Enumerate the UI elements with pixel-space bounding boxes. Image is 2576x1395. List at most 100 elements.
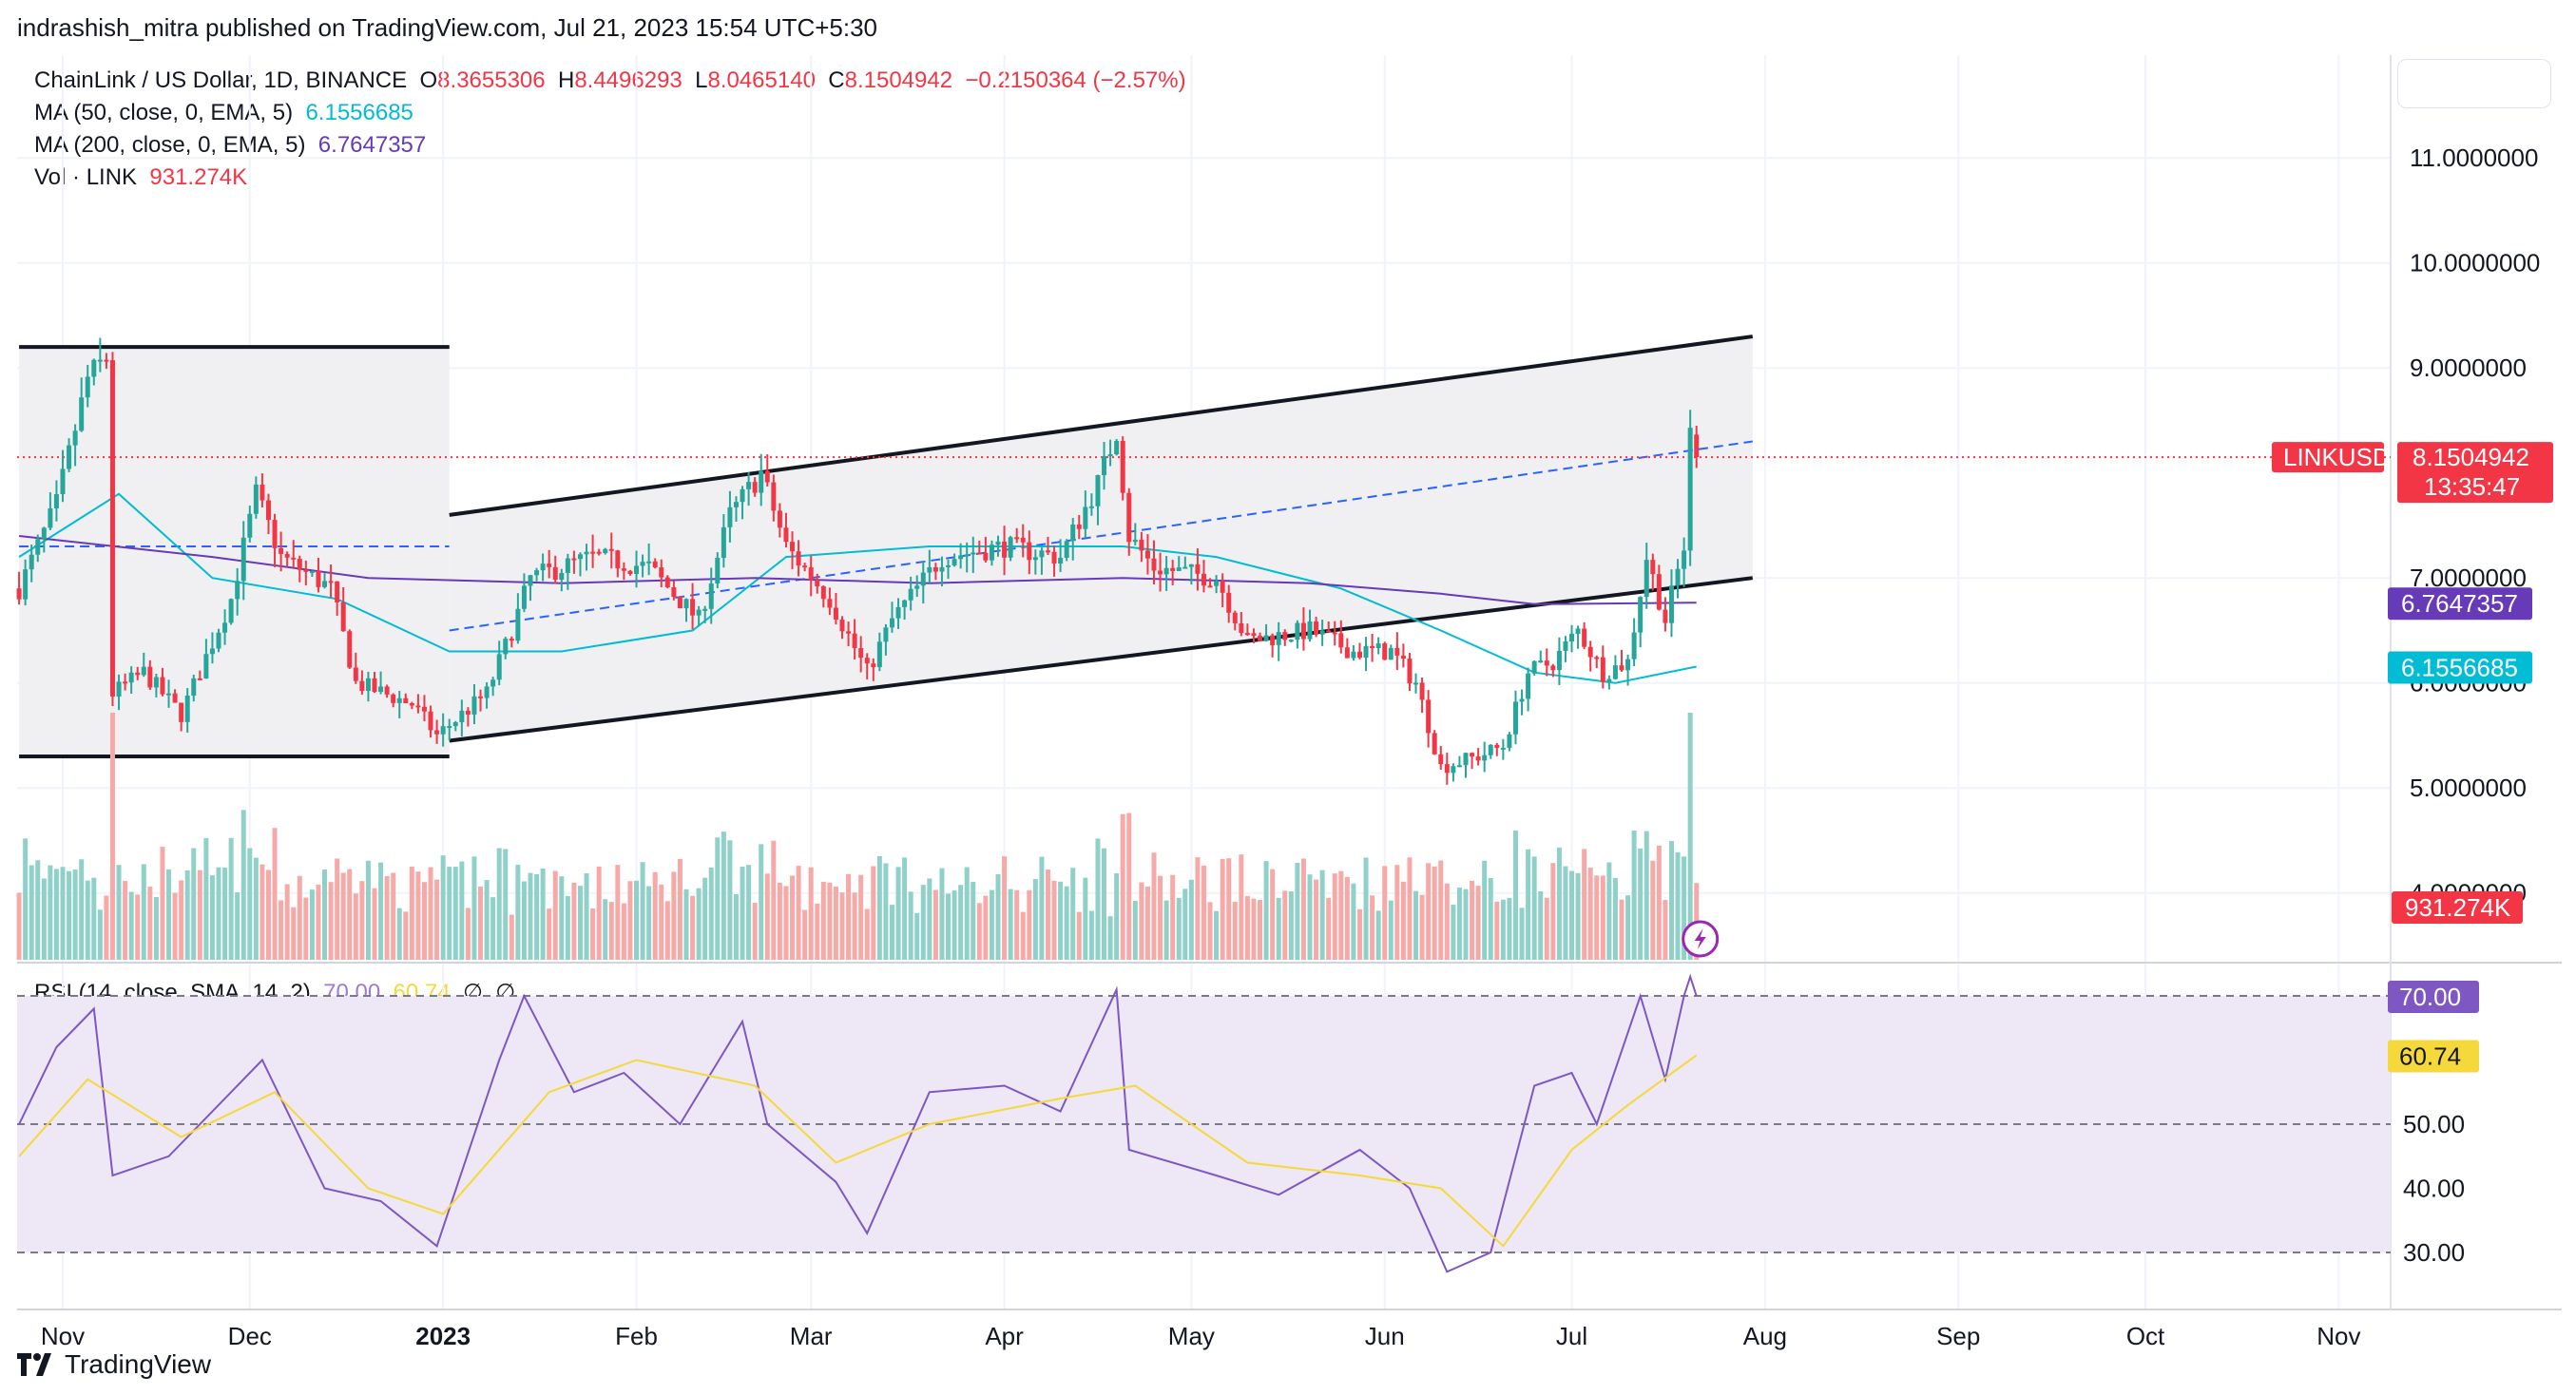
- candle-body: [1432, 733, 1437, 755]
- candle-body: [577, 554, 583, 560]
- rsi-tick-label: 30.00: [2403, 1238, 2465, 1267]
- rsi-tick-label: 50.00: [2403, 1110, 2465, 1138]
- volume-bar: [1407, 857, 1413, 960]
- candle-body: [1319, 630, 1325, 635]
- candle-body: [858, 648, 864, 659]
- price-tick-label: 9.0000000: [2410, 354, 2527, 382]
- candle-body: [571, 558, 577, 561]
- low-label: L: [695, 67, 708, 93]
- volume-bar: [340, 872, 346, 960]
- ma50-badge-bg: [2388, 651, 2532, 684]
- range-box: [19, 347, 450, 757]
- volume-bar: [764, 873, 770, 960]
- candle-body: [1064, 541, 1069, 558]
- volume-bar: [815, 903, 820, 960]
- volume-bar: [902, 857, 908, 960]
- volume-bar: [1076, 911, 1082, 960]
- rsi-sma-badge-text: 60.74: [2399, 1042, 2461, 1071]
- candle-body: [484, 686, 490, 698]
- candle-body: [1170, 567, 1176, 571]
- volume-bar: [1226, 858, 1232, 960]
- symbol-description[interactable]: ChainLink / US Dollar, 1D, BINANCE: [34, 67, 408, 93]
- chart-settings-box[interactable]: [2397, 59, 2551, 108]
- candle-body: [902, 600, 908, 607]
- candle-body: [1188, 564, 1194, 567]
- candle-body: [615, 550, 621, 569]
- volume-bar: [459, 861, 465, 960]
- rsi-tick-label: 40.00: [2403, 1175, 2465, 1203]
- volume-bar: [153, 896, 159, 960]
- candle-body: [1163, 567, 1169, 575]
- candle-body: [1388, 647, 1394, 660]
- candle-body: [634, 565, 640, 574]
- brand-name: TradingView: [65, 1349, 212, 1379]
- time-tick-label: Jun: [1365, 1322, 1405, 1350]
- channel-fill: [449, 336, 1753, 741]
- volume-bar: [1151, 852, 1157, 960]
- ma200-label[interactable]: MA (200, close, 0, EMA, 5): [34, 132, 306, 158]
- candle-body: [1587, 646, 1593, 658]
- last-price-badge-text: 13:35:47: [2424, 472, 2520, 501]
- candle-body: [584, 551, 589, 555]
- candle-body: [1363, 645, 1369, 659]
- volume-bar: [372, 888, 377, 960]
- volume-bar: [1332, 873, 1337, 960]
- candle-body: [228, 599, 234, 623]
- candle-body: [627, 570, 633, 574]
- candle-body: [1232, 612, 1238, 624]
- volume-bar: [833, 886, 838, 960]
- ma200-row: MA (200, close, 0, EMA, 5) 6.7647357: [34, 129, 1186, 162]
- candle-body: [203, 654, 209, 679]
- candle-body: [1370, 645, 1375, 649]
- volume-bar: [1207, 902, 1213, 960]
- candle-body: [1008, 537, 1013, 558]
- volume-bar: [359, 881, 365, 960]
- ma200-badge-bg: [2388, 587, 2532, 621]
- close-value: 8.1504942: [844, 67, 953, 93]
- candle-body: [1512, 701, 1518, 735]
- time-tick-label: Nov: [2316, 1322, 2360, 1350]
- volume-bar: [1438, 860, 1444, 960]
- candle-body: [1463, 753, 1469, 766]
- volume-bar: [1519, 908, 1525, 960]
- candle-body: [783, 527, 789, 543]
- candle-body: [1239, 623, 1244, 634]
- time-tick-label: Mar: [790, 1322, 833, 1350]
- rsi-pane: [17, 973, 2391, 1273]
- volume-bar: [1083, 877, 1088, 960]
- candle-body: [1438, 754, 1444, 765]
- volume-bar: [1126, 812, 1132, 960]
- volume-bar: [197, 869, 202, 960]
- volume-bar: [309, 889, 315, 960]
- volume-bar: [1014, 889, 1020, 960]
- candle-body: [365, 678, 371, 692]
- volume-label[interactable]: Vol · LINK: [34, 164, 138, 190]
- candles: [16, 337, 1700, 785]
- alert-lightning-icon[interactable]: [1682, 920, 1720, 958]
- candle-body: [752, 482, 758, 493]
- candle-body: [378, 686, 384, 693]
- price-tick-label: 11.0000000: [2410, 143, 2538, 172]
- rsi-badge-text: 70.00: [2399, 983, 2461, 1011]
- volume-bar: [303, 897, 309, 960]
- candle-body: [160, 677, 165, 695]
- volume-bar: [852, 892, 857, 960]
- candle-body: [515, 608, 521, 641]
- volume-bar: [1382, 866, 1388, 960]
- candle-body: [1158, 570, 1163, 575]
- candle-body: [166, 693, 172, 696]
- volume-bar: [733, 893, 739, 960]
- volume-bar: [1326, 897, 1332, 960]
- candle-body: [135, 672, 141, 676]
- candle-body: [316, 570, 321, 587]
- volume-bar: [1288, 890, 1294, 960]
- candle-body: [521, 585, 527, 609]
- candle-body: [540, 564, 546, 571]
- tradingview-logo[interactable]: TradingView: [17, 1349, 211, 1380]
- candle-body: [759, 470, 764, 493]
- volume-bar: [1512, 830, 1518, 960]
- candle-body: [48, 507, 53, 528]
- ma50-badge-text: 6.1556685: [2401, 653, 2518, 681]
